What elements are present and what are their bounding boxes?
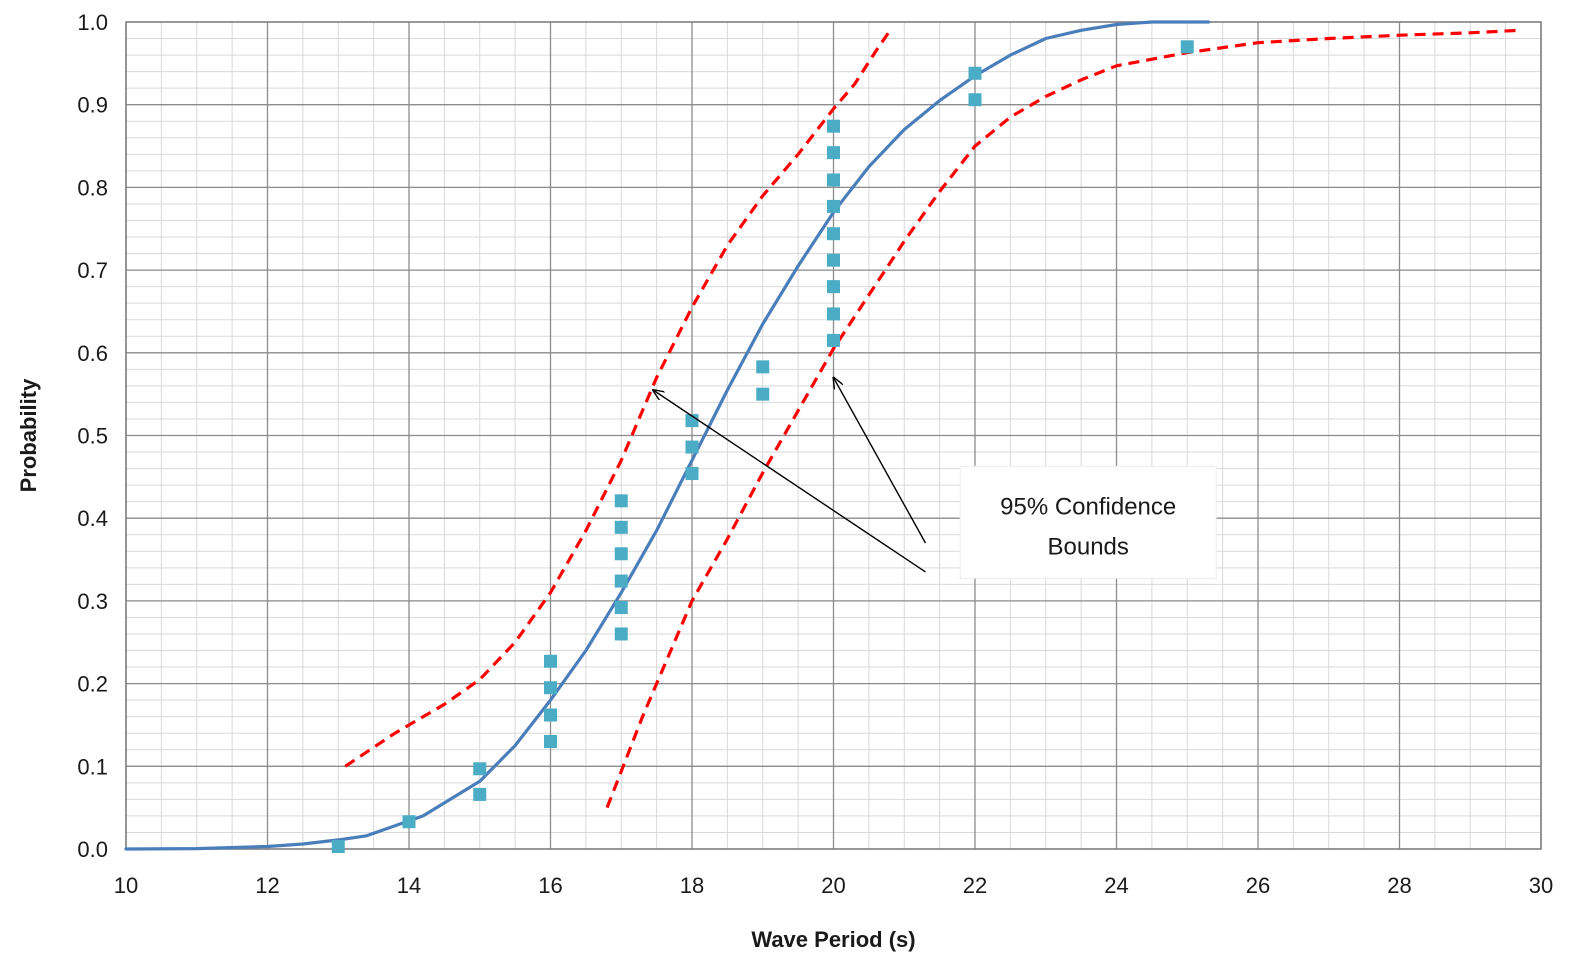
data-point — [331, 840, 345, 854]
tick-labels: 10 12 14 16 18 20 22 24 26 28 30 0.0 0.1 0.2 0.3 0.4 0.5… — [77, 10, 1553, 898]
confidence-bound-line — [605, 28, 1520, 809]
y-tick-label: 0.3 — [77, 589, 108, 614]
plot-border — [125, 21, 1542, 850]
data-point — [827, 227, 840, 241]
data-point — [614, 494, 628, 508]
y-tick-label: 1.0 — [77, 10, 108, 35]
data-point — [756, 360, 770, 374]
annotation-arrow — [653, 390, 926, 573]
data-point — [544, 654, 557, 668]
data-point — [827, 173, 840, 187]
x-tick-label: 12 — [255, 873, 279, 898]
y-tick-label: 0.4 — [77, 506, 108, 531]
data-point — [544, 708, 557, 722]
y-tick-label: 0.9 — [77, 93, 108, 118]
data-point — [827, 253, 840, 267]
data-point — [473, 787, 487, 801]
y-tick-label: 0.8 — [77, 175, 108, 200]
x-tick-label: 18 — [680, 873, 704, 898]
confidence-bound-line — [344, 29, 892, 768]
y-tick-label: 0.0 — [77, 837, 108, 862]
data-point — [473, 762, 487, 776]
data-point — [968, 66, 982, 80]
data-series — [124, 20, 1520, 854]
data-point — [827, 119, 840, 133]
data-point — [614, 574, 628, 588]
data-point — [614, 601, 628, 615]
y-tick-label: 0.1 — [77, 754, 108, 779]
data-point — [544, 734, 557, 748]
x-tick-label: 26 — [1246, 873, 1270, 898]
annotation-arrow — [834, 378, 927, 544]
y-tick-label: 0.7 — [77, 258, 108, 283]
x-tick-label: 22 — [963, 873, 987, 898]
data-point — [614, 547, 628, 561]
x-tick-label: 16 — [538, 873, 562, 898]
x-tick-label: 20 — [821, 873, 845, 898]
data-point — [1180, 40, 1194, 54]
data-point — [968, 93, 982, 107]
data-point — [685, 467, 699, 481]
x-tick-label: 30 — [1529, 873, 1553, 898]
plot-area — [125, 21, 1542, 850]
x-axis-title: Wave Period (s) — [751, 927, 915, 952]
data-point — [827, 307, 840, 321]
data-point — [614, 627, 628, 641]
data-point — [827, 199, 840, 213]
fitted-cdf-line — [124, 20, 1211, 851]
x-tick-label: 10 — [114, 873, 138, 898]
x-tick-label: 24 — [1104, 873, 1128, 898]
annotation-box — [959, 465, 1217, 579]
data-point — [827, 333, 840, 347]
data-point — [827, 146, 840, 160]
y-tick-label: 0.5 — [77, 424, 108, 449]
data-point — [685, 440, 699, 454]
annotation-text: 95% Confidence — [1000, 493, 1176, 520]
data-point — [756, 387, 770, 401]
y-tick-label: 0.2 — [77, 672, 108, 697]
x-tick-label: 28 — [1387, 873, 1411, 898]
data-point — [544, 681, 557, 695]
annotation-text: Bounds — [1047, 533, 1128, 560]
annotation: 95% Confidence Bounds — [653, 378, 1217, 579]
data-point — [614, 520, 628, 534]
y-axis-title: Probability — [16, 378, 41, 492]
x-tick-label: 14 — [397, 873, 421, 898]
y-tick-label: 0.6 — [77, 341, 108, 366]
data-point — [827, 280, 840, 294]
data-point — [402, 815, 416, 829]
